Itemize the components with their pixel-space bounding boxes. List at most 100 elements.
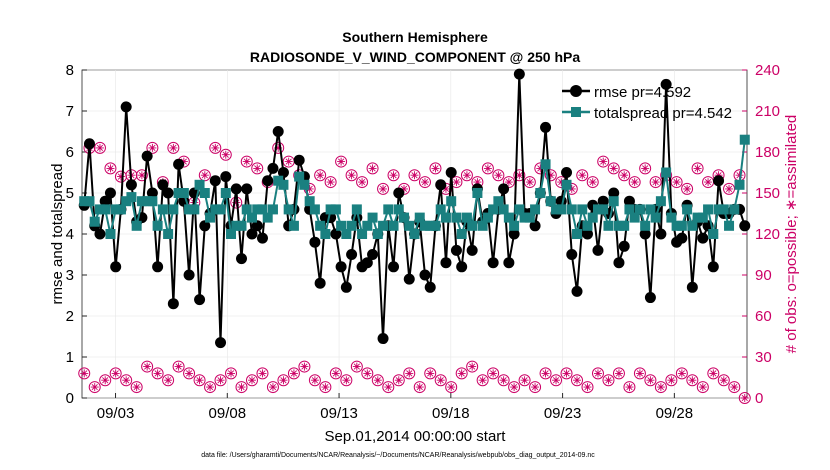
obs-assimilated-point (688, 376, 697, 385)
obs-assimilated-point (153, 369, 162, 378)
legend-rmse-marker (570, 85, 582, 97)
totalspread-point (582, 220, 593, 231)
obs-assimilated-point (677, 369, 686, 378)
totalspread-point (498, 204, 509, 215)
obs-possible-point (214, 374, 227, 387)
obs-assimilated-point (379, 184, 388, 193)
rmse-point (241, 183, 253, 195)
obs-assimilated-point (132, 383, 141, 392)
y-tick-label: 4 (66, 226, 74, 243)
rmse-point (146, 187, 158, 199)
obs-possible-point (654, 381, 667, 394)
y2-tick-label: 0 (755, 390, 763, 407)
totalspread-point (315, 220, 326, 231)
obs-assimilated-point (394, 376, 403, 385)
obs-possible-point (738, 392, 751, 404)
obs-assimilated-point (122, 376, 131, 385)
obs-possible-point (529, 381, 542, 394)
x-tick-label: 09/28 (656, 405, 694, 422)
obs-assimilated-point (651, 178, 660, 187)
obs-possible-point (130, 381, 143, 394)
obs-possible-point (319, 381, 332, 394)
totalspread-point (540, 159, 551, 170)
obs-assimilated-point (546, 171, 555, 180)
obs-assimilated-point (200, 171, 209, 180)
rmse-point (529, 220, 541, 232)
obs-assimilated-point (698, 383, 707, 392)
obs-assimilated-point (468, 362, 477, 371)
obs-possible-point (88, 381, 101, 394)
rmse-point (456, 261, 468, 273)
obs-possible-point (508, 381, 521, 394)
obs-assimilated-point (510, 383, 519, 392)
obs-assimilated-point (410, 171, 419, 180)
obs-assimilated-point (725, 184, 734, 193)
legend: rmse pr=4.592 totalspread pr=4.542 (562, 84, 732, 122)
obs-possible-point (429, 162, 442, 175)
obs-assimilated-point (620, 171, 629, 180)
rmse-point (608, 187, 620, 199)
obs-possible-point (287, 367, 300, 380)
obs-possible-point (240, 155, 253, 168)
rmse-point (513, 68, 525, 80)
totalspread-point (168, 204, 179, 215)
y-tick-label: 1 (66, 349, 74, 366)
obs-assimilated-point (331, 369, 340, 378)
obs-assimilated-point (227, 369, 236, 378)
obs-assimilated-point (137, 171, 146, 180)
y2-tick-label: 210 (755, 103, 780, 120)
obs-possible-point (104, 162, 117, 175)
x-tick-label: 09/23 (544, 405, 582, 422)
totalspread-point (430, 220, 441, 231)
totalspread-point (189, 204, 200, 215)
obs-possible-point (550, 374, 563, 387)
obs-assimilated-point (258, 369, 267, 378)
rmse-point (173, 158, 185, 170)
obs-assimilated-point (719, 376, 728, 385)
obs-assimilated-point (520, 376, 529, 385)
totalspread-point (178, 188, 189, 198)
totalspread-point (456, 229, 467, 239)
rmse-point (450, 244, 462, 256)
y-tick-label: 3 (66, 267, 74, 284)
obs-assimilated-point (426, 369, 435, 378)
obs-possible-point (377, 182, 390, 195)
rmse-point (125, 179, 137, 191)
obs-possible-point (298, 360, 311, 373)
obs-assimilated-point (641, 164, 650, 173)
obs-assimilated-point (609, 164, 618, 173)
obs-possible-point (476, 374, 489, 387)
obs-series (78, 141, 751, 404)
rmse-point (713, 175, 725, 187)
obs-possible-point (424, 367, 437, 380)
totalspread-point (608, 196, 619, 207)
obs-assimilated-point (740, 394, 749, 402)
totalspread-point (592, 204, 603, 215)
obs-assimilated-point (541, 369, 550, 378)
totalspread-point (718, 204, 729, 215)
x-tick-label: 09/03 (97, 405, 135, 422)
obs-assimilated-point (237, 383, 246, 392)
obs-possible-point (183, 367, 196, 380)
obs-assimilated-point (174, 362, 183, 371)
totalspread-point (115, 204, 126, 215)
totalspread-point (404, 220, 415, 231)
right-axis-ticks: 0 30 60 90 120 150 180 210 240 (742, 62, 780, 407)
obs-possible-point (434, 374, 447, 387)
obs-assimilated-point (321, 383, 330, 392)
obs-possible-point (518, 374, 531, 387)
totalspread-point (624, 204, 635, 215)
rmse-point (618, 240, 630, 252)
totalspread-point (692, 212, 703, 223)
obs-possible-point (366, 162, 379, 175)
totalspread-point (697, 212, 708, 223)
y-tick-label: 2 (66, 308, 74, 325)
obs-possible-point (135, 169, 148, 182)
totalspread-point (425, 220, 436, 231)
obs-assimilated-point (111, 369, 120, 378)
obs-assimilated-point (389, 171, 398, 180)
rmse-point (571, 285, 583, 297)
obs-possible-point (193, 374, 206, 387)
x-axis-ticks: 09/03 09/08 09/13 09/18 09/23 09/28 (97, 393, 693, 422)
obs-assimilated-point (106, 164, 115, 173)
